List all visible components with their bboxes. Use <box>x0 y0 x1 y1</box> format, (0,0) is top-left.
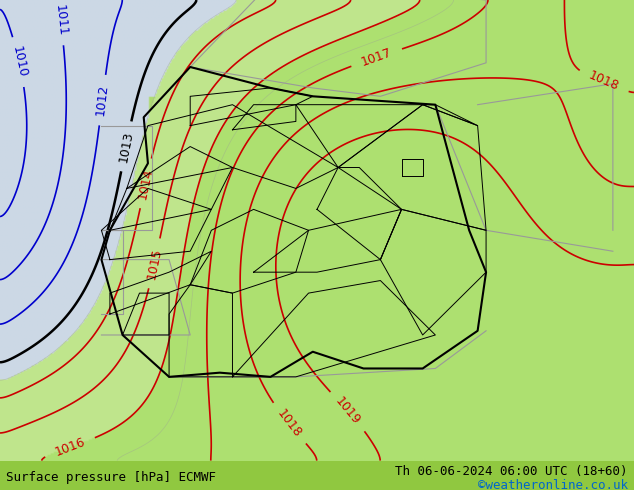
Text: ©weatheronline.co.uk: ©weatheronline.co.uk <box>477 479 628 490</box>
Text: 1016: 1016 <box>53 436 87 459</box>
Text: 1015: 1015 <box>145 246 164 280</box>
Text: 1018: 1018 <box>586 69 621 94</box>
Text: 1013: 1013 <box>117 129 136 163</box>
Text: 1014: 1014 <box>136 167 155 200</box>
Text: 1012: 1012 <box>94 84 111 117</box>
Text: 1018: 1018 <box>275 407 304 440</box>
Text: 1011: 1011 <box>53 3 68 36</box>
Text: Surface pressure [hPa] ECMWF: Surface pressure [hPa] ECMWF <box>6 471 216 484</box>
Text: 1010: 1010 <box>10 45 29 79</box>
Text: Th 06-06-2024 06:00 UTC (18+60): Th 06-06-2024 06:00 UTC (18+60) <box>395 465 628 478</box>
Text: 1019: 1019 <box>333 395 363 428</box>
Text: 1017: 1017 <box>359 46 394 69</box>
